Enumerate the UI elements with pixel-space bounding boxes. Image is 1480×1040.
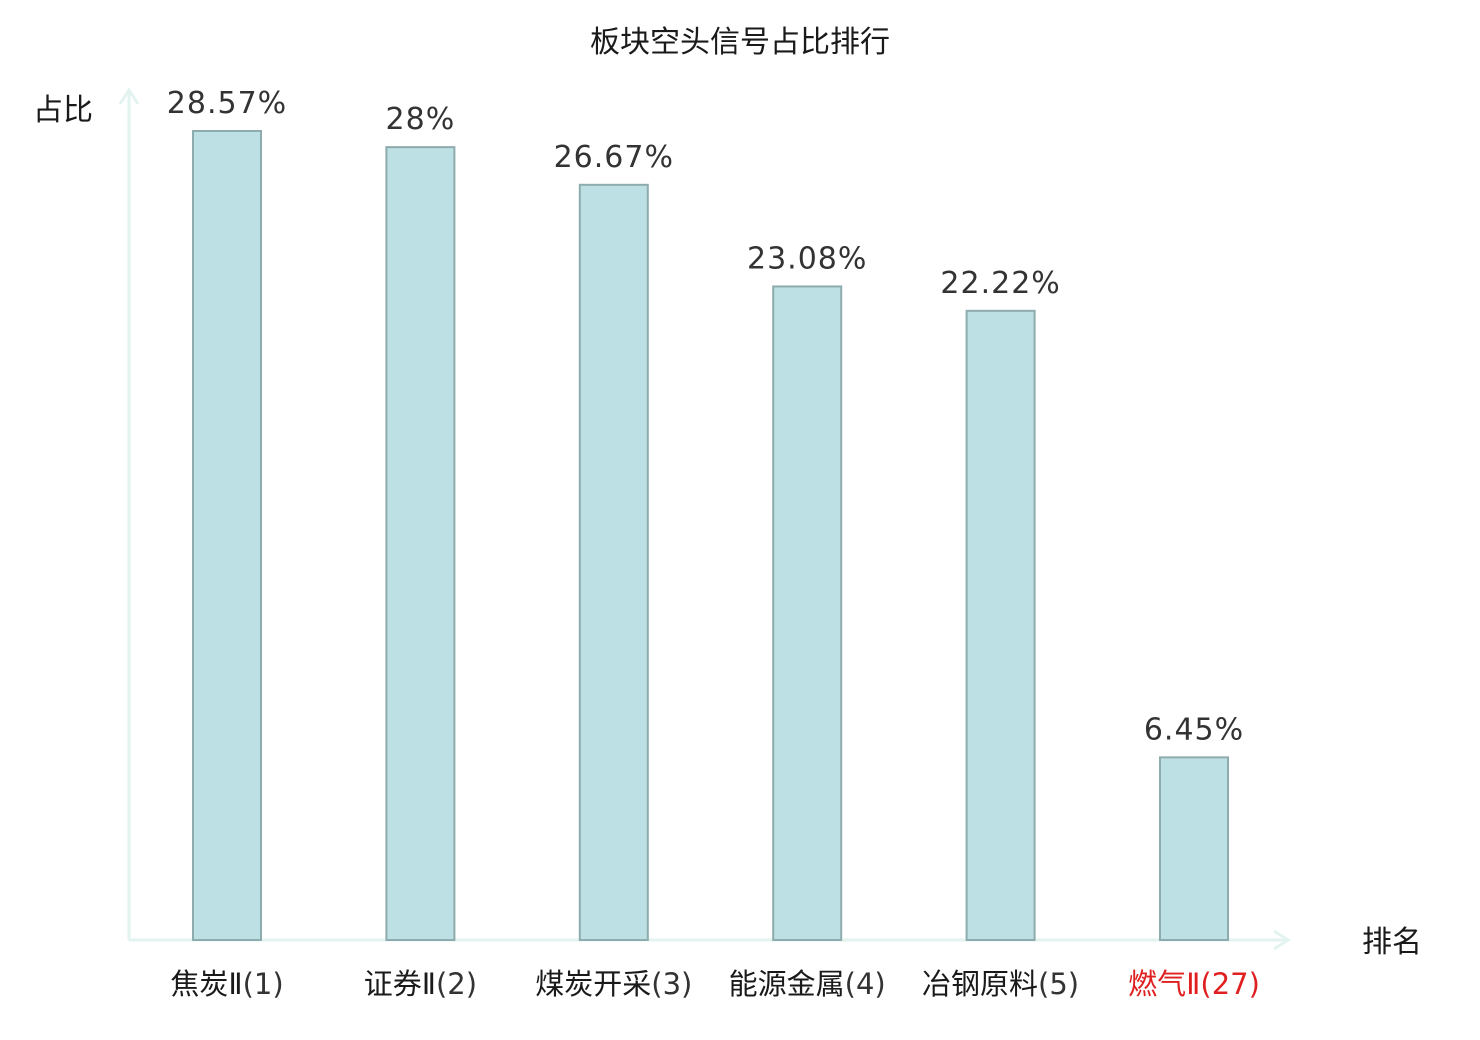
value-label: 23.08% — [747, 241, 867, 276]
value-labels: 28.57% 28% 26.67% 23.08% 22.22% 6.45% — [167, 86, 1244, 747]
category-labels: 焦炭Ⅱ(1) 证券Ⅱ(2) 煤炭开采(3) 能源金属(4) 冶钢原料(5) 燃气Ⅱ(27) — [170, 967, 1260, 1001]
value-label: 26.67% — [554, 140, 674, 175]
bars — [192, 130, 1229, 942]
x-axis-title: 排名 — [1362, 925, 1422, 960]
bar — [385, 146, 456, 941]
category-name: 煤炭开采 — [535, 967, 651, 1001]
category-rank: (3) — [651, 967, 692, 1001]
category-rank: (27) — [1200, 967, 1260, 1001]
category-name: 能源金属 — [729, 967, 845, 1001]
category-name: 证券Ⅱ — [364, 967, 436, 1001]
category-label: 焦炭Ⅱ(1) — [170, 967, 283, 1001]
category-rank: (2) — [436, 967, 477, 1001]
category-label: 能源金属(4) — [729, 967, 886, 1001]
value-label: 6.45% — [1144, 712, 1244, 747]
bar — [578, 183, 649, 941]
category-rank: (1) — [243, 967, 284, 1001]
value-label: 28.57% — [167, 86, 287, 121]
category-rank: (4) — [845, 967, 886, 1001]
category-label: 煤炭开采(3) — [535, 967, 692, 1001]
bar — [1159, 756, 1229, 942]
bar — [192, 130, 262, 941]
y-axis-arrow-icon — [118, 87, 140, 105]
x-axis-arrow-icon — [1273, 929, 1291, 951]
category-label: 燃气Ⅱ(27) — [1128, 967, 1260, 1001]
category-name: 冶钢原料 — [922, 967, 1038, 1001]
value-label: 28% — [386, 102, 456, 137]
category-label: 证券Ⅱ(2) — [364, 967, 477, 1001]
y-axis-title: 占比 — [33, 93, 93, 128]
bar — [965, 309, 1036, 941]
category-name: 燃气Ⅱ — [1128, 967, 1200, 1001]
axes — [118, 87, 1291, 951]
chart-title: 板块空头信号占比排行 — [590, 25, 890, 60]
category-label: 冶钢原料(5) — [922, 967, 1079, 1001]
category-name: 焦炭Ⅱ — [170, 967, 242, 1001]
value-label: 22.22% — [940, 266, 1060, 301]
bar — [772, 285, 843, 941]
category-rank: (5) — [1038, 967, 1079, 1001]
